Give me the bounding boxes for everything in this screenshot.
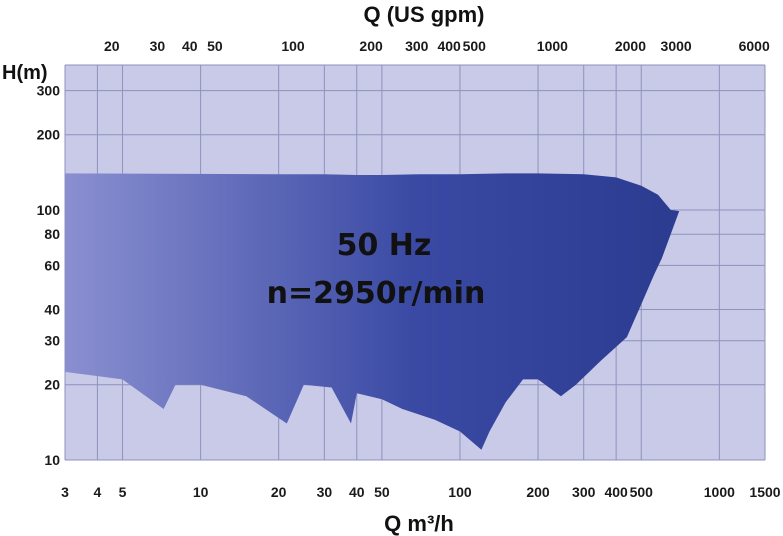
speed-label: n=2950r/min [267, 276, 486, 311]
x2-tick-label: 500 [463, 38, 487, 54]
x-axis-title: Q m³/h [384, 511, 454, 536]
y-axis-title: H(m) [2, 62, 48, 84]
x-tick-label: 1500 [749, 484, 780, 500]
y-tick-label: 10 [44, 452, 60, 468]
x2-tick-label: 100 [281, 38, 305, 54]
x2-tick-label: 3000 [661, 38, 692, 54]
x-tick-label: 500 [630, 484, 654, 500]
y-tick-labels: 10 20 30 40 60 80 100 200 300 [37, 83, 61, 468]
x-tick-label: 100 [448, 484, 472, 500]
y-tick-label: 300 [37, 83, 61, 99]
x2-tick-label: 2000 [615, 38, 646, 54]
x-tick-label: 4 [94, 484, 102, 500]
y-tick-label: 40 [44, 301, 60, 317]
x-tick-label: 200 [526, 484, 550, 500]
x-tick-label: 400 [604, 484, 628, 500]
x2-tick-label: 400 [437, 38, 461, 54]
x-tick-label: 1000 [704, 484, 735, 500]
frequency-label: 50 Hz [337, 228, 432, 263]
x-tick-labels: 3 4 5 10 20 30 40 50 100 200 300 400 500 1000 1500 [61, 484, 781, 500]
x2-tick-label: 40 [182, 38, 198, 54]
x-tick-label: 5 [119, 484, 127, 500]
performance-envelope [65, 173, 680, 450]
x2-tick-label: 30 [150, 38, 166, 54]
x-tick-label: 50 [374, 484, 390, 500]
x2-tick-label: 200 [359, 38, 383, 54]
x-tick-label: 3 [61, 484, 69, 500]
x2-tick-label: 20 [104, 38, 120, 54]
y-tick-label: 60 [44, 257, 60, 273]
y-tick-label: 80 [44, 226, 60, 242]
x2-tick-label: 6000 [739, 38, 770, 54]
x-tick-label: 20 [271, 484, 287, 500]
x2-tick-label: 50 [207, 38, 223, 54]
x2-tick-label: 300 [405, 38, 429, 54]
y-tick-label: 200 [37, 127, 61, 143]
x-tick-label: 300 [572, 484, 596, 500]
x2-tick-labels: 20 30 40 50 100 200 300 400 500 1000 2000 3000 6000 [104, 38, 770, 54]
x-tick-label: 40 [349, 484, 365, 500]
x-tick-label: 10 [193, 484, 209, 500]
y-tick-label: 20 [44, 377, 60, 393]
x2-tick-label: 1000 [537, 38, 568, 54]
y-tick-label: 100 [37, 202, 61, 218]
x-tick-label: 30 [317, 484, 333, 500]
top-axis-title: Q (US gpm) [364, 2, 485, 27]
y-tick-label: 30 [44, 333, 60, 349]
